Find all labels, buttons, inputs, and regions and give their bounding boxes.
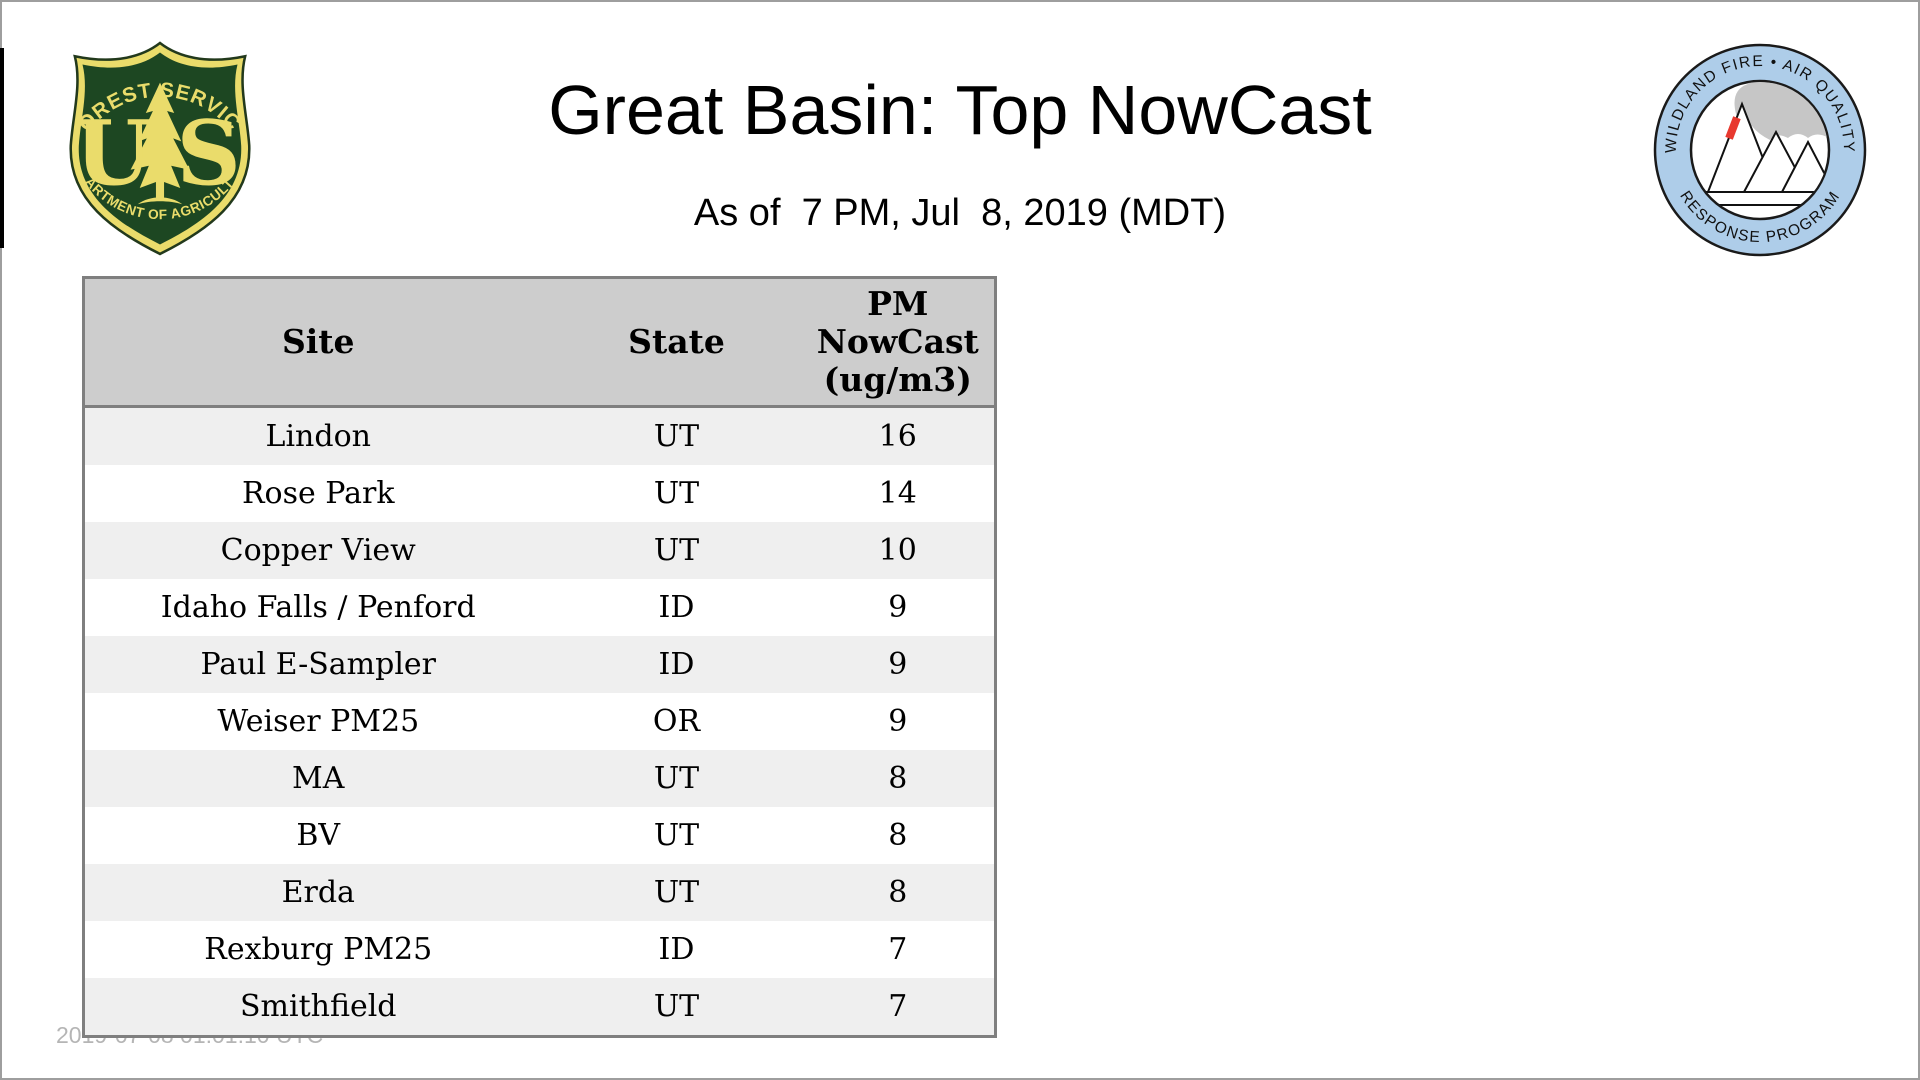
cell-site: Copper View: [83, 522, 552, 579]
pm-header-line2: NowCast: [816, 322, 979, 361]
cell-state: UT: [551, 864, 802, 921]
pine-tree-icon: [130, 82, 190, 201]
left-edge-mark: [0, 48, 4, 248]
usfs-shield-logo: U S FOREST SERVICE DEPARTMENT OF AGRICUL…: [58, 40, 251, 256]
cell-site: Rose Park: [83, 465, 552, 522]
column-header-state: State: [551, 277, 802, 408]
pm-header-line3: (ug/m3): [823, 360, 972, 399]
column-header-site: Site: [83, 277, 552, 408]
cell-pm-nowcast: 14: [801, 465, 996, 522]
page-title: Great Basin: Top NowCast: [548, 71, 1372, 149]
pm-header-line1: PM: [867, 284, 929, 323]
cell-pm-nowcast: 9: [801, 636, 996, 693]
cell-state: UT: [551, 522, 802, 579]
cell-pm-nowcast: 16: [801, 406, 996, 465]
table-row: Rose Park UT 14: [83, 465, 996, 522]
wfaqrp-badge-logo: WILDLAND FIRE • AIR QUALITY RESPONSE PRO…: [1653, 43, 1867, 257]
table-row: BV UT 8: [83, 807, 996, 864]
us-letter-s: S: [176, 101, 240, 206]
cell-pm-nowcast: 9: [801, 693, 996, 750]
pine-tree-base: [137, 197, 183, 205]
cell-state: ID: [551, 636, 802, 693]
cell-site: Erda: [83, 864, 552, 921]
cell-site: Weiser PM25: [83, 693, 552, 750]
cell-state: ID: [551, 579, 802, 636]
cell-state: ID: [551, 921, 802, 978]
flame-mark-icon: [1725, 116, 1741, 140]
table-row: Paul E-Sampler ID 9: [83, 636, 996, 693]
cell-site: Paul E-Sampler: [83, 636, 552, 693]
column-header-pm-nowcast: PM NowCast (ug/m3): [801, 277, 996, 408]
cell-state: UT: [551, 978, 802, 1037]
cell-state: UT: [551, 750, 802, 807]
table-row: Copper View UT 10: [83, 522, 996, 579]
cell-site: BV: [83, 807, 552, 864]
table-row: Weiser PM25 OR 9: [83, 693, 996, 750]
page-subtitle: As of 7 PM, Jul 8, 2019 (MDT): [693, 192, 1227, 234]
table-header: Site State PM NowCast (ug/m3): [83, 277, 996, 408]
table-row: Lindon UT 16: [83, 406, 996, 465]
table-row: Erda UT 8: [83, 864, 996, 921]
cell-state: UT: [551, 807, 802, 864]
cell-site: Idaho Falls / Penford: [83, 579, 552, 636]
cell-state: OR: [551, 693, 802, 750]
cell-pm-nowcast: 9: [801, 579, 996, 636]
table-row: Rexburg PM25 ID 7: [83, 921, 996, 978]
table-row: MA UT 8: [83, 750, 996, 807]
us-letter-u: U: [74, 101, 152, 206]
cell-pm-nowcast: 8: [801, 807, 996, 864]
cell-site: Rexburg PM25: [83, 921, 552, 978]
cell-site: Lindon: [83, 406, 552, 465]
cell-site: MA: [83, 750, 552, 807]
cell-pm-nowcast: 7: [801, 978, 996, 1037]
nowcast-table: Site State PM NowCast (ug/m3) Lindon UT 16…: [82, 276, 997, 1038]
table-row: Smithfield UT 7: [83, 978, 996, 1037]
cell-pm-nowcast: 10: [801, 522, 996, 579]
cell-state: UT: [551, 406, 802, 465]
cell-state: UT: [551, 465, 802, 522]
table-body: Lindon UT 16 Rose Park UT 14 Copper View UT 10 Id…: [83, 406, 996, 1037]
cell-site: Smithfield: [83, 978, 552, 1037]
table-row: Idaho Falls / Penford ID 9: [83, 579, 996, 636]
cell-pm-nowcast: 8: [801, 750, 996, 807]
cell-pm-nowcast: 8: [801, 864, 996, 921]
cell-pm-nowcast: 7: [801, 921, 996, 978]
